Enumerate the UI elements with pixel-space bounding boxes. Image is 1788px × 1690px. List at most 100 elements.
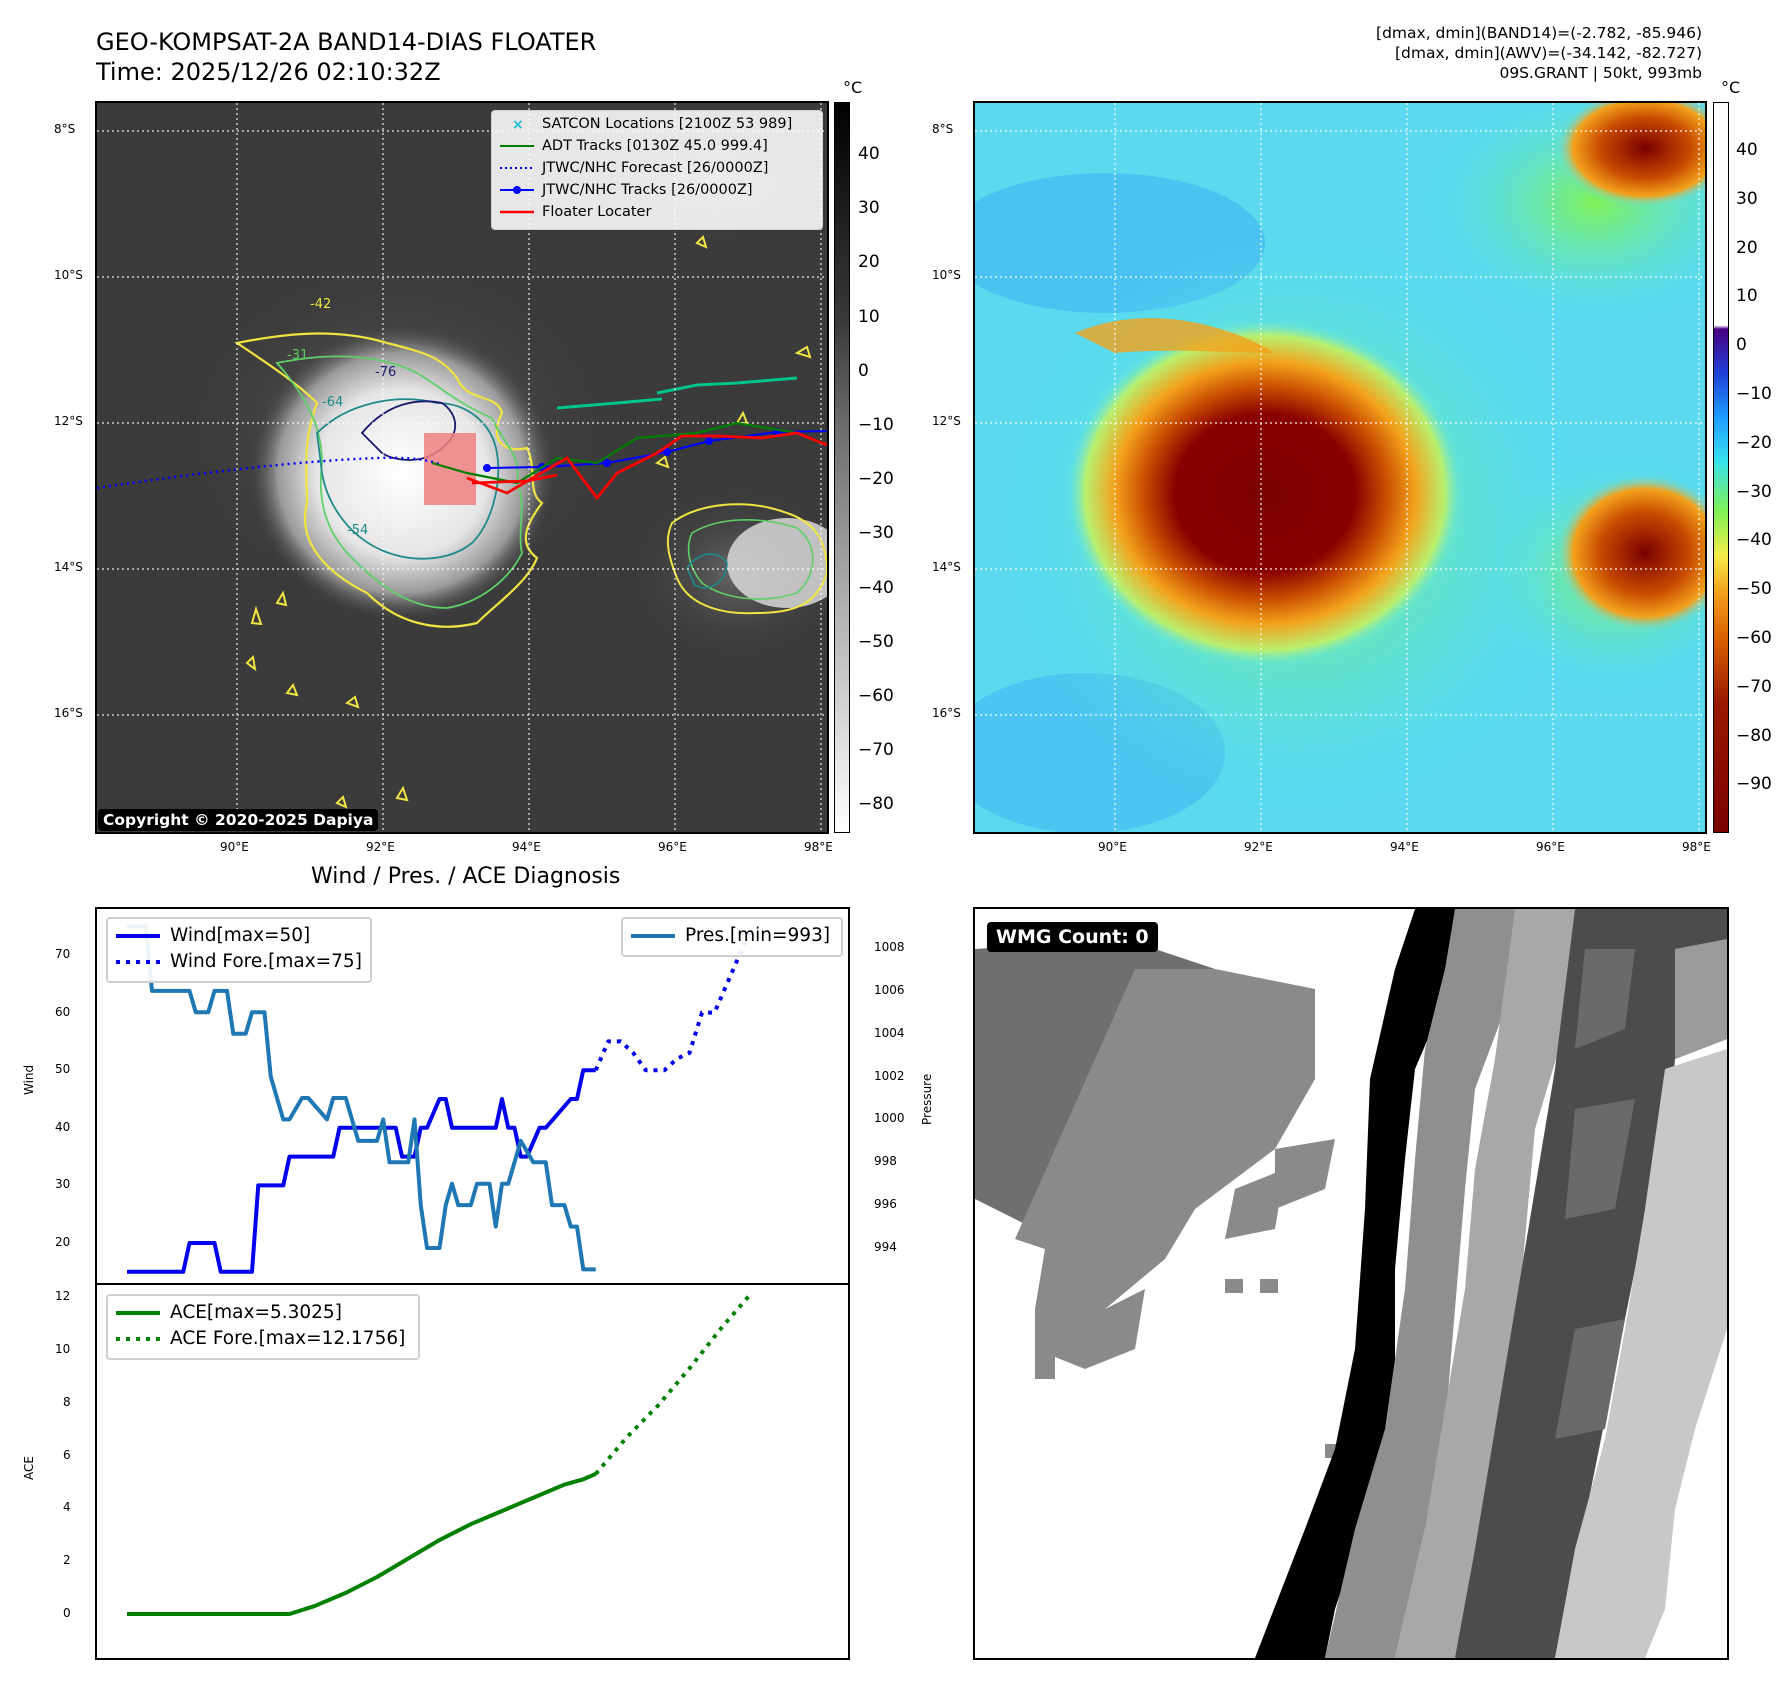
contour-label-42: -42	[310, 297, 332, 312]
pressure-series-line	[127, 924, 596, 1272]
color-map-panel	[973, 101, 1707, 834]
ace-tick-label: 8	[63, 1394, 71, 1409]
color-lat-label: 12°S	[932, 414, 961, 428]
color-lat-label: 14°S	[932, 560, 961, 574]
color-lat-label: 8°S	[932, 122, 954, 136]
color-colorbar-tick-label: −40	[1736, 530, 1772, 551]
ir-colorbar	[834, 102, 850, 833]
ace-tick-label: 0	[63, 1606, 71, 1620]
pressure-tick-label: 1004	[874, 1025, 905, 1040]
color-colorbar-tick-label: 30	[1736, 188, 1758, 209]
ir-lon-label: 98°E	[804, 840, 833, 854]
contour-label-54: -54	[347, 523, 369, 538]
color-colorbar-tick-label: −50	[1736, 579, 1772, 600]
color-colorbar-unit: °C	[1721, 78, 1741, 97]
ir-lon-label: 94°E	[512, 840, 541, 854]
info-storm: 09S.GRANT | 50kt, 993mb	[1499, 64, 1702, 82]
color-lon-label: 96°E	[1536, 840, 1565, 854]
wind-tick-label: 20	[55, 1235, 71, 1249]
diagnosis-title: Wind / Pres. / ACE Diagnosis	[311, 864, 621, 889]
info-awv: [dmax, dmin](AWV)=(-34.142, -82.727)	[1395, 44, 1702, 62]
color-colorbar-tick-label: −20	[1736, 432, 1772, 453]
wind-axis-label: Wind	[22, 1064, 36, 1095]
ir-lon-label: 90°E	[220, 840, 249, 854]
wind-legend: Wind[max=50] Wind Fore.[max=75]	[106, 917, 372, 983]
ace-tick-label: 6	[63, 1447, 71, 1462]
copyright-badge: Copyright © 2020-2025 Dapiya	[98, 809, 379, 831]
pressure-axis-label: Pressure	[920, 1073, 934, 1125]
ace-tick-label: 10	[55, 1341, 71, 1356]
color-colorbar-tick-label: −10	[1736, 384, 1772, 404]
ir-colorbar-tick-label: 20	[858, 252, 880, 273]
wind-series-line	[127, 1068, 596, 1274]
ir-colorbar-tick-label: 0	[858, 360, 869, 381]
info-band14: [dmax, dmin](BAND14)=(-2.782, -85.946)	[1376, 24, 1702, 42]
ir-colorbar-tick-label: −10	[858, 415, 894, 435]
ace-series-line	[127, 1472, 597, 1616]
color-colorbar-tick-label: −80	[1736, 725, 1772, 746]
ir-colorbar-tick-label: −80	[858, 794, 894, 815]
ir-colorbar-tick-label: −60	[858, 686, 894, 706]
ace-forecast-series-line	[594, 1291, 754, 1476]
ir-colorbar-tick-label: −50	[858, 631, 894, 652]
ace-tick-label: 4	[63, 1500, 71, 1515]
pressure-legend: Pres.[min=993]	[621, 917, 843, 957]
pressure-tick-label: 1000	[874, 1111, 905, 1126]
color-colorbar-tick-label: −30	[1736, 481, 1772, 502]
chart-title: GEO-KOMPSAT-2A BAND14-DIAS FLOATER	[96, 28, 597, 56]
ir-colorbar-tick-label: −20	[858, 469, 894, 490]
color-lon-label: 90°E	[1098, 840, 1127, 854]
color-colorbar-tick-label: 0	[1736, 335, 1747, 356]
ir-lat-label: 16°S	[54, 706, 83, 720]
ir-colorbar-tick-label: −70	[858, 740, 894, 761]
ace-axis-label: ACE	[22, 1456, 36, 1480]
pressure-tick-label: 998	[874, 1154, 897, 1169]
wind-tick-label: 30	[55, 1177, 71, 1192]
contour-label-31: -31	[287, 348, 309, 363]
color-colorbar-tick-label: −70	[1736, 676, 1772, 697]
ir-map-panel: -42 -31 -76 -64 -54 × SATCON Locations […	[95, 101, 829, 834]
color-lon-label: 92°E	[1244, 840, 1273, 854]
ir-colorbar-tick-label: 40	[858, 144, 880, 164]
color-lon-label: 94°E	[1390, 840, 1419, 854]
color-colorbar-tick-label: −60	[1736, 628, 1772, 648]
pressure-tick-label: 1008	[874, 940, 905, 954]
ir-lon-label: 92°E	[366, 840, 395, 854]
wind-tick-label: 40	[55, 1119, 71, 1134]
color-map-image	[975, 103, 1705, 832]
wind-tick-label: 70	[55, 947, 71, 961]
ace-tick-label: 12	[55, 1289, 71, 1303]
color-lon-label: 98°E	[1682, 840, 1711, 854]
ir-lat-label: 8°S	[54, 122, 76, 136]
color-lat-label: 16°S	[932, 706, 961, 720]
ir-legend: × SATCON Locations [2100Z 53 989] ADT Tr…	[491, 110, 823, 230]
ir-lon-label: 96°E	[658, 840, 687, 854]
contour-label-64: -64	[322, 395, 344, 410]
wind-forecast-series-line	[593, 925, 754, 1073]
color-lat-label: 10°S	[932, 268, 961, 282]
ir-lat-label: 10°S	[54, 268, 83, 282]
wind-tick-label: 60	[55, 1004, 71, 1019]
pressure-tick-label: 994	[874, 1240, 897, 1254]
color-colorbar	[1713, 102, 1729, 833]
ir-colorbar-tick-label: 30	[858, 198, 880, 219]
wmg-image	[975, 909, 1727, 1658]
ir-lat-label: 12°S	[54, 414, 83, 428]
diagnosis-plot	[97, 924, 848, 1616]
ir-colorbar-tick-label: −40	[858, 577, 894, 598]
svg-text:×: ×	[512, 117, 524, 132]
ir-colorbar-tick-label: −30	[858, 523, 894, 544]
contour-label-76: -76	[375, 365, 397, 380]
wmg-panel: WMG Count: 0	[973, 907, 1729, 1660]
ace-legend: ACE[max=5.3025] ACE Fore.[max=12.1756]	[106, 1294, 420, 1360]
diagnosis-panel: Wind[max=50] Wind Fore.[max=75] Pres.[mi…	[95, 907, 850, 1660]
chart-time: Time: 2025/12/26 02:10:32Z	[96, 58, 441, 86]
wind-tick-label: 50	[55, 1062, 71, 1077]
color-colorbar-tick-label: 10	[1736, 286, 1758, 307]
pressure-tick-label: 1002	[874, 1068, 905, 1083]
color-colorbar-tick-label: 40	[1736, 140, 1758, 160]
wmg-count-badge: WMG Count: 0	[987, 922, 1158, 952]
pressure-tick-label: 1006	[874, 982, 905, 997]
ir-colorbar-unit: °C	[843, 78, 863, 97]
pressure-tick-label: 996	[874, 1197, 897, 1212]
